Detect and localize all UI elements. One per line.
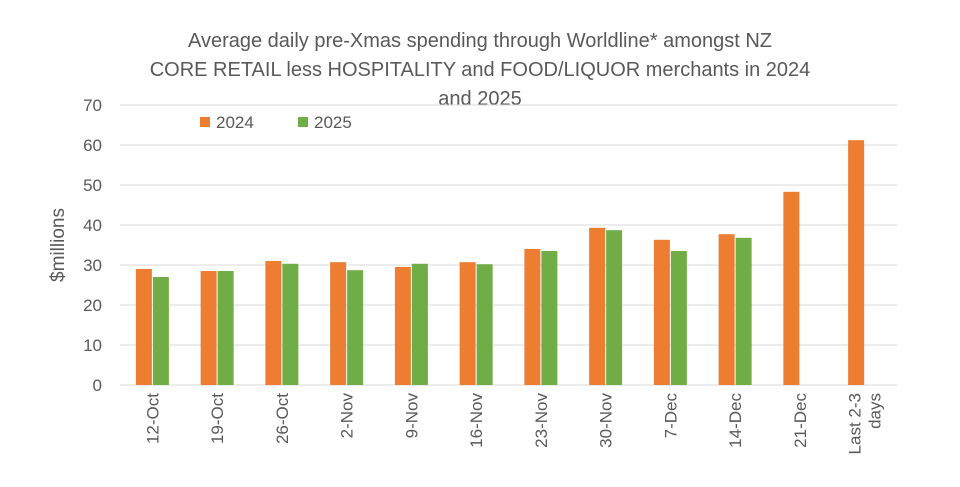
bar-2024-7 [589, 227, 606, 385]
bar-2024-1 [200, 271, 217, 385]
bars [135, 140, 865, 385]
x-tick-label-line: 21-Dec [791, 393, 810, 448]
y-tick-label: 20 [83, 296, 102, 315]
y-tick-label: 0 [93, 376, 102, 395]
x-tick-label-line: 30-Nov [597, 393, 616, 448]
bar-2025-1 [217, 271, 234, 385]
x-tick-label-line: 12-Oct [143, 393, 162, 444]
bar-2025-3 [347, 270, 364, 385]
legend-swatch [298, 117, 308, 127]
bar-2025-5 [476, 264, 493, 385]
y-tick-label: 10 [83, 336, 102, 355]
x-tick-label: 21-Dec [791, 393, 810, 448]
x-tick-label: 14-Dec [726, 393, 745, 448]
bar-2025-2 [282, 263, 299, 385]
bar-2024-8 [653, 239, 670, 385]
legend-label: 2024 [216, 113, 254, 132]
y-axis-label: $millions [48, 208, 69, 282]
x-tick-label: 2-Nov [338, 393, 357, 439]
x-tick-label-line: 9-Nov [402, 393, 421, 439]
bar-2025-0 [152, 277, 169, 385]
y-tick-label: 40 [83, 216, 102, 235]
y-tick-label: 70 [83, 96, 102, 115]
chart-title-line-3: and 2025 [438, 88, 521, 110]
chart-title-line-2: CORE RETAIL less HOSPITALITY and FOOD/LI… [150, 59, 811, 81]
bar-2024-0 [135, 269, 152, 385]
x-tick-label-line: 7-Dec [661, 393, 680, 439]
y-tick-label: 50 [83, 176, 102, 195]
bar-2024-3 [330, 262, 347, 385]
legend-swatch [200, 117, 210, 127]
bar-2025-4 [411, 263, 428, 385]
x-tick-label: 30-Nov [597, 393, 616, 448]
x-tick-label: 23-Nov [532, 393, 551, 448]
x-tick-label-line: 19-Oct [208, 393, 227, 444]
bar-2024-6 [524, 249, 541, 385]
legend-item-2024: 2024 [200, 113, 254, 132]
bar-2024-10 [783, 191, 800, 385]
bar-2024-2 [265, 261, 282, 385]
x-tick-label: 19-Oct [208, 393, 227, 444]
chart-title: Average daily pre-Xmas spending through … [150, 30, 811, 110]
bar-2025-9 [735, 237, 752, 385]
y-tick-label: 30 [83, 256, 102, 275]
x-tick-label-line: Last 2-3 [846, 393, 865, 454]
x-tick-label: 9-Nov [402, 393, 421, 439]
legend: 2024 2025 [200, 113, 352, 132]
x-tick-label-line: days [866, 393, 885, 429]
bar-2025-8 [670, 251, 687, 385]
x-tick-label-line: 23-Nov [532, 393, 551, 448]
bar-2025-7 [606, 230, 623, 385]
legend-label: 2025 [314, 113, 352, 132]
x-tick-label: 16-Nov [467, 393, 486, 448]
x-tick-label: Last 2-3 days [846, 393, 885, 454]
legend-item-2025: 2025 [298, 113, 352, 132]
y-axis-ticks: 0 10 20 30 40 50 60 70 [83, 96, 102, 395]
chart-title-line-1: Average daily pre-Xmas spending through … [188, 30, 772, 52]
x-tick-label: 12-Oct [143, 393, 162, 444]
x-tick-label-line: 14-Dec [726, 393, 745, 448]
bar-2024-4 [394, 267, 411, 385]
bar-2025-6 [541, 251, 558, 385]
x-tick-label: 7-Dec [661, 393, 680, 439]
x-tick-label: 26-Oct [273, 393, 292, 444]
x-tick-label-line: 16-Nov [467, 393, 486, 448]
y-tick-label: 60 [83, 136, 102, 155]
bar-2024-9 [718, 234, 735, 385]
x-tick-label-line: 26-Oct [273, 393, 292, 444]
bar-2024-5 [459, 262, 476, 385]
gridlines [120, 104, 897, 386]
x-tick-label-line: 2-Nov [338, 393, 357, 439]
x-axis-ticks: 12-Oct 19-Oct 26-Oct 2-Nov 9-Nov 16-Nov 23-Nov… [143, 393, 884, 455]
bar-2024-11 [848, 140, 865, 385]
